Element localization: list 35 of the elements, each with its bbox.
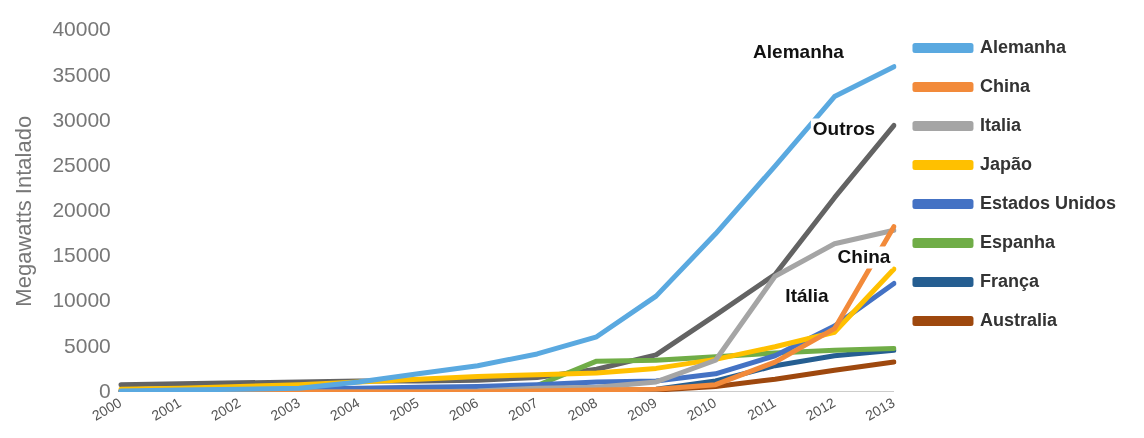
annotation: Outros bbox=[812, 117, 876, 139]
y-tick-label: 5000 bbox=[64, 333, 111, 357]
annotation: Itália bbox=[785, 284, 830, 306]
y-tick-label: 15000 bbox=[52, 243, 111, 267]
x-tick-label: 2003 bbox=[267, 394, 303, 424]
y-tick-label: 40000 bbox=[52, 17, 111, 41]
x-tick-label: 2011 bbox=[744, 394, 779, 424]
y-tick-label: 10000 bbox=[52, 288, 111, 312]
y-tick-label: 30000 bbox=[52, 107, 111, 131]
legend-label: Espanha bbox=[979, 231, 1056, 252]
y-tick-label: 20000 bbox=[52, 198, 111, 222]
legend-label: Australia bbox=[979, 309, 1058, 330]
legend-label: Italia bbox=[979, 114, 1022, 135]
x-tick-label: 2002 bbox=[208, 394, 244, 424]
x-tick-label: 2006 bbox=[446, 394, 482, 424]
y-tick-label: 25000 bbox=[52, 152, 111, 176]
x-tick-label: 2005 bbox=[386, 394, 422, 424]
x-tick-label: 2012 bbox=[802, 394, 839, 424]
annotation: Alemanha bbox=[753, 40, 845, 62]
legend-label: Estados Unidos bbox=[979, 192, 1117, 213]
x-tick-label: 2001 bbox=[148, 394, 184, 424]
legend-label: China bbox=[979, 75, 1031, 96]
legend-label: França bbox=[979, 270, 1040, 291]
y-tick-label: 0 bbox=[99, 378, 111, 402]
y-axis-title: Megawatts Intalado bbox=[11, 115, 37, 307]
x-tick-label: 2007 bbox=[505, 394, 541, 424]
x-tick-label: 2010 bbox=[684, 394, 720, 424]
y-tick-label: 35000 bbox=[52, 62, 111, 86]
x-tick-label: 2013 bbox=[862, 394, 898, 424]
x-tick-label: 2004 bbox=[327, 394, 363, 424]
annotation: China bbox=[837, 245, 891, 267]
x-tick-label: 2009 bbox=[624, 394, 660, 424]
legend-label: Japão bbox=[979, 153, 1033, 174]
legend-label: Alemanha bbox=[979, 36, 1067, 57]
x-tick-label: 2008 bbox=[565, 394, 601, 424]
